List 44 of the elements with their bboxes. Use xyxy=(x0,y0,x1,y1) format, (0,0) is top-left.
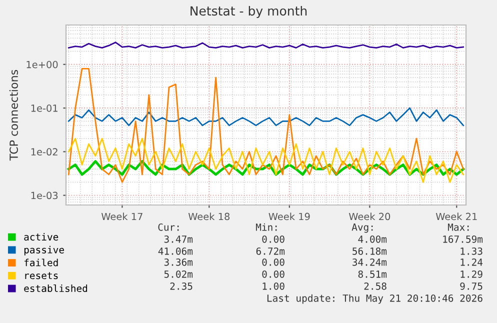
y-tick-label: 1e-02 xyxy=(31,148,58,156)
text: 3.36m xyxy=(164,258,193,266)
text: Avg: xyxy=(352,224,373,233)
y-tick-label: 1e+00 xyxy=(26,60,58,68)
text: 4.00m xyxy=(358,235,387,243)
text: 1.24 xyxy=(460,258,483,266)
x-tick-label: Week 21 xyxy=(436,212,477,220)
y-tick-label: 1e-03 xyxy=(31,192,58,200)
text: 5.02m xyxy=(164,270,193,278)
text: 56.18m xyxy=(352,247,387,255)
text: 9.75 xyxy=(460,282,482,290)
text: 0.00 xyxy=(262,235,284,243)
text: Last update: Thu May 21 20:10:46 2026 xyxy=(267,294,482,304)
text: 6.72m xyxy=(256,247,285,255)
legend-label: passive xyxy=(24,246,64,256)
text: 2.58 xyxy=(364,282,386,290)
text: 167.59m xyxy=(443,235,483,243)
text: Min: xyxy=(256,223,277,231)
text: 41.06m xyxy=(158,247,193,255)
legend-label: failed xyxy=(24,258,58,266)
legend-label: established xyxy=(24,284,88,292)
text: 1.33 xyxy=(460,247,482,255)
text: 0.00 xyxy=(262,258,284,266)
text: 1.29 xyxy=(460,270,482,278)
line-series xyxy=(68,107,464,126)
line-series xyxy=(68,138,464,183)
chart-title: Netstat - by month xyxy=(190,6,307,18)
text: 1.00 xyxy=(262,282,284,290)
text: 8.51m xyxy=(358,270,387,278)
x-tick-label: Week 19 xyxy=(268,212,310,220)
text: Max: xyxy=(448,224,469,231)
x-tick-label: Week 20 xyxy=(348,212,390,220)
text: 2.35 xyxy=(170,282,192,290)
legend-label: resets xyxy=(25,272,58,280)
y-tick-label: 1e-01 xyxy=(31,104,58,112)
text: 0.00 xyxy=(262,270,284,278)
text: 3.47m xyxy=(164,235,193,243)
text: 34.24m xyxy=(352,258,387,266)
text: Cur: xyxy=(158,223,179,231)
y-axis-title: TCP connections xyxy=(9,70,18,161)
x-tick-label: Week 18 xyxy=(188,212,230,220)
line-series xyxy=(68,68,464,183)
x-tick-label: Week 17 xyxy=(101,212,142,220)
legend-label: active xyxy=(24,233,58,241)
